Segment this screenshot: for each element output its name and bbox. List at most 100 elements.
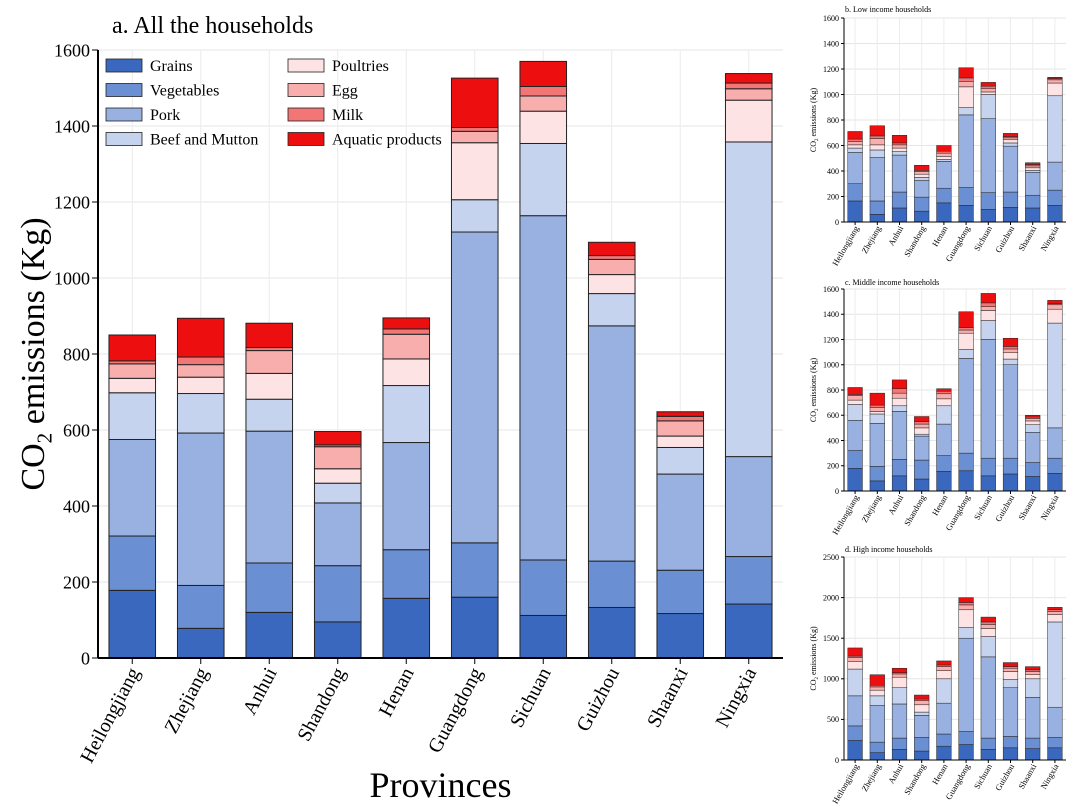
legend-label-grains: Grains <box>150 58 193 75</box>
bar-segment-anhui-vegetables <box>245 562 294 613</box>
y-tick-label: 0 <box>835 487 839 496</box>
y-axis-label: CO2 emissions (Kg) <box>809 358 820 423</box>
bar-segment-guizhou-grains <box>587 606 636 659</box>
bar-segment-guizhou-beef-and-mutton <box>1002 142 1019 147</box>
bar-segment-henan-grains <box>936 471 952 492</box>
bar-segment-heilongjiang-egg <box>108 363 157 379</box>
bar-segment-anhui-beef-and-mutton <box>891 687 908 705</box>
bar-segment-shandong-egg <box>914 423 930 429</box>
bar-segment-anhui-vegetables <box>891 737 908 750</box>
bar-segment-sichuan-aquatic-products <box>980 293 996 304</box>
bar-segment-anhui-poultries <box>891 147 908 152</box>
bar-segment-ningxia-poultries <box>1047 308 1063 324</box>
chart-title: d. High income households <box>845 545 933 554</box>
bar-segment-guizhou-pork <box>1002 364 1019 459</box>
bar-segment-zhejiang-vegetables <box>176 584 225 629</box>
bar-segment-guangdong-poultries <box>958 609 974 628</box>
bar-segment-shandong-vegetables <box>914 196 930 212</box>
y-tick-label: 800 <box>63 344 90 364</box>
bar-segment-heilongjiang-poultries <box>108 377 157 394</box>
bar-segment-ningxia-beef-and-mutton <box>724 141 773 458</box>
legend: Grains Vegetables Pork Beef and Mutton Poult… <box>105 58 442 149</box>
bar-segment-anhui-egg <box>891 392 908 399</box>
bar-segment-sichuan-milk <box>980 302 996 307</box>
bar-segment-zhejiang-poultries <box>869 411 885 415</box>
bar-segment-guizhou-poultries <box>1002 139 1019 144</box>
bar-segment-heilongjiang-beef-and-mutton <box>847 404 863 421</box>
bar-segment-anhui-vegetables <box>891 459 908 477</box>
legend-label-vegetables: Vegetables <box>150 83 219 100</box>
bar-segment-zhejiang-poultries <box>869 144 885 151</box>
x-tick-label-shandong: Shandong <box>902 223 928 258</box>
x-tick-label-heilongjiang: Heilongjiang <box>830 492 861 536</box>
y-tick-label: 400 <box>63 496 90 516</box>
x-tick-label-shaanxi: Shaanxi <box>1016 223 1039 252</box>
bar-segment-heilongjiang-pork <box>108 439 157 537</box>
legend-label-beef-and-mutton: Beef and Mutton <box>150 132 258 149</box>
bar-segment-henan-pork <box>936 423 952 456</box>
x-tick-label-henan: Henan <box>375 664 419 720</box>
bar-segment-shaanxi-beef-and-mutton <box>656 446 705 475</box>
bar-segment-zhejiang-milk <box>176 356 225 366</box>
bar-segment-heilongjiang-aquatic-products <box>847 131 863 140</box>
x-tick-label-heilongjiang: Heilongjiang <box>830 761 861 805</box>
bar-segment-heilongjiang-pork <box>847 695 863 727</box>
y-tick-label: 1600 <box>823 285 839 294</box>
bar-segment-shaanxi-egg <box>1025 418 1041 422</box>
bar-segment-guangdong-beef-and-mutton <box>450 199 499 233</box>
bar-segment-sichuan-beef-and-mutton <box>980 636 996 658</box>
bar-segment-heilongjiang-egg <box>847 141 863 146</box>
y-tick-label: 200 <box>827 192 839 201</box>
bar-segment-guangdong-egg <box>958 329 974 334</box>
y-tick-label: 600 <box>63 420 90 440</box>
bar-segment-zhejiang-grains <box>869 480 885 492</box>
bar-segment-zhejiang-milk <box>869 404 885 408</box>
bar-segment-shaanxi-aquatic-products <box>1025 666 1041 671</box>
bar-segment-sichuan-aquatic-products <box>519 60 568 87</box>
x-tick-label-anhui: Anhui <box>886 492 906 516</box>
bar-segment-sichuan-vegetables <box>980 457 996 477</box>
bar-segment-ningxia-vegetables <box>1047 737 1063 749</box>
y-tick-label: 1600 <box>823 14 839 23</box>
y-tick-label: 1000 <box>823 675 839 684</box>
y-tick-label: 1000 <box>54 268 90 288</box>
chart-title: b. Low income households <box>845 5 931 14</box>
bar-segment-guangdong-grains <box>958 470 974 492</box>
legend-swatch-vegetables <box>105 83 143 97</box>
x-tick-label-sichuan: Sichuan <box>972 223 995 252</box>
bar-segment-anhui-aquatic-products <box>891 135 908 144</box>
bar-segment-shaanxi-vegetables <box>1025 737 1041 749</box>
bar-segment-heilongjiang-egg <box>847 657 863 662</box>
y-tick-label: 0 <box>835 756 839 765</box>
bar-segment-shaanxi-pork <box>1025 172 1041 196</box>
bar-segment-ningxia-vegetables <box>724 556 773 605</box>
bar-segment-shaanxi-poultries <box>1025 167 1041 171</box>
bar-segment-heilongjiang-vegetables <box>108 535 157 591</box>
bar-segment-guizhou-aquatic-products <box>1002 337 1019 347</box>
bar-segment-zhejiang-pork <box>869 705 885 743</box>
bar-segment-henan-beef-and-mutton <box>936 678 952 704</box>
bar-segment-anhui-beef-and-mutton <box>891 150 908 156</box>
bar-segment-shandong-poultries <box>914 704 930 713</box>
bar-segment-ningxia-vegetables <box>1047 189 1063 206</box>
legend-label-milk: Milk <box>332 107 363 124</box>
x-tick-label-ningxia: Ningxia <box>1038 493 1060 522</box>
bar-segment-anhui-grains <box>891 749 908 761</box>
bar-segment-heilongjiang-grains <box>108 589 157 659</box>
bar-segment-ningxia-vegetables <box>1047 457 1063 474</box>
y-tick-label: 600 <box>827 141 839 150</box>
legend-label-egg: Egg <box>332 83 358 100</box>
bar-segment-henan-vegetables <box>936 733 952 747</box>
bar-segment-ningxia-grains <box>1047 205 1063 223</box>
bar-segment-heilongjiang-pork <box>847 152 863 184</box>
bar-segment-ningxia-beef-and-mutton <box>1047 95 1063 163</box>
bar-segment-guizhou-vegetables <box>587 560 636 608</box>
bar-segment-shaanxi-poultries <box>1025 674 1041 680</box>
bar-segment-heilongjiang-grains <box>847 468 863 492</box>
bar-segment-ningxia-grains <box>1047 473 1063 492</box>
bar-segment-guizhou-beef-and-mutton <box>1002 679 1019 688</box>
bar-segment-anhui-pork <box>891 411 908 460</box>
bar-segment-shaanxi-pork <box>656 473 705 571</box>
bar-segment-sichuan-grains <box>519 614 568 659</box>
